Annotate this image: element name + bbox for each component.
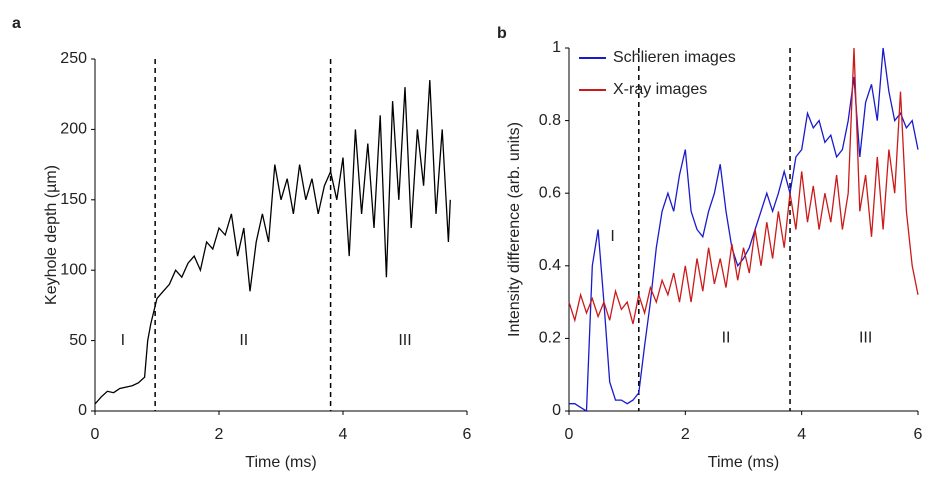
phase-label: III (859, 330, 872, 347)
y-tick-label: 1 (552, 39, 561, 56)
phase-label: II (722, 330, 731, 347)
y-tick-label: 0.6 (539, 184, 561, 201)
y-tick-label: 250 (60, 50, 87, 67)
legend-label: Schlieren images (613, 49, 736, 66)
panel-label: b (497, 25, 507, 42)
y-tick-label: 0 (552, 402, 561, 419)
panel-label: a (12, 15, 21, 32)
x-axis-label: Time (ms) (245, 454, 316, 471)
y-tick-label: 150 (60, 191, 87, 208)
x-tick-label: 6 (914, 426, 923, 443)
y-tick-label: 200 (60, 121, 87, 138)
x-tick-label: 2 (215, 426, 224, 443)
x-tick-label: 6 (463, 426, 472, 443)
y-tick-label: 0.2 (539, 330, 561, 347)
data-line (94, 80, 451, 405)
phase-label: III (398, 332, 411, 349)
y-axis-label: Intensity difference (arb. units) (506, 122, 523, 337)
x-tick-label: 4 (339, 426, 348, 443)
y-axis-label: Keyhole depth (µm) (43, 165, 60, 305)
y-tick-label: 100 (60, 261, 87, 278)
x-tick-label: 0 (565, 426, 574, 443)
y-tick-label: 0 (78, 402, 87, 419)
x-tick-label: 4 (797, 426, 806, 443)
phase-label: I (610, 228, 614, 245)
x-tick-label: 2 (681, 426, 690, 443)
legend-label: X-ray images (613, 81, 707, 98)
phase-label: II (239, 332, 248, 349)
x-axis-label: Time (ms) (708, 454, 779, 471)
y-tick-label: 0.8 (539, 112, 561, 129)
data-line (569, 47, 919, 413)
phase-label: I (121, 332, 125, 349)
data-line (568, 47, 919, 325)
y-tick-label: 0.4 (539, 257, 561, 274)
x-tick-label: 0 (91, 426, 100, 443)
y-tick-label: 50 (69, 332, 87, 349)
